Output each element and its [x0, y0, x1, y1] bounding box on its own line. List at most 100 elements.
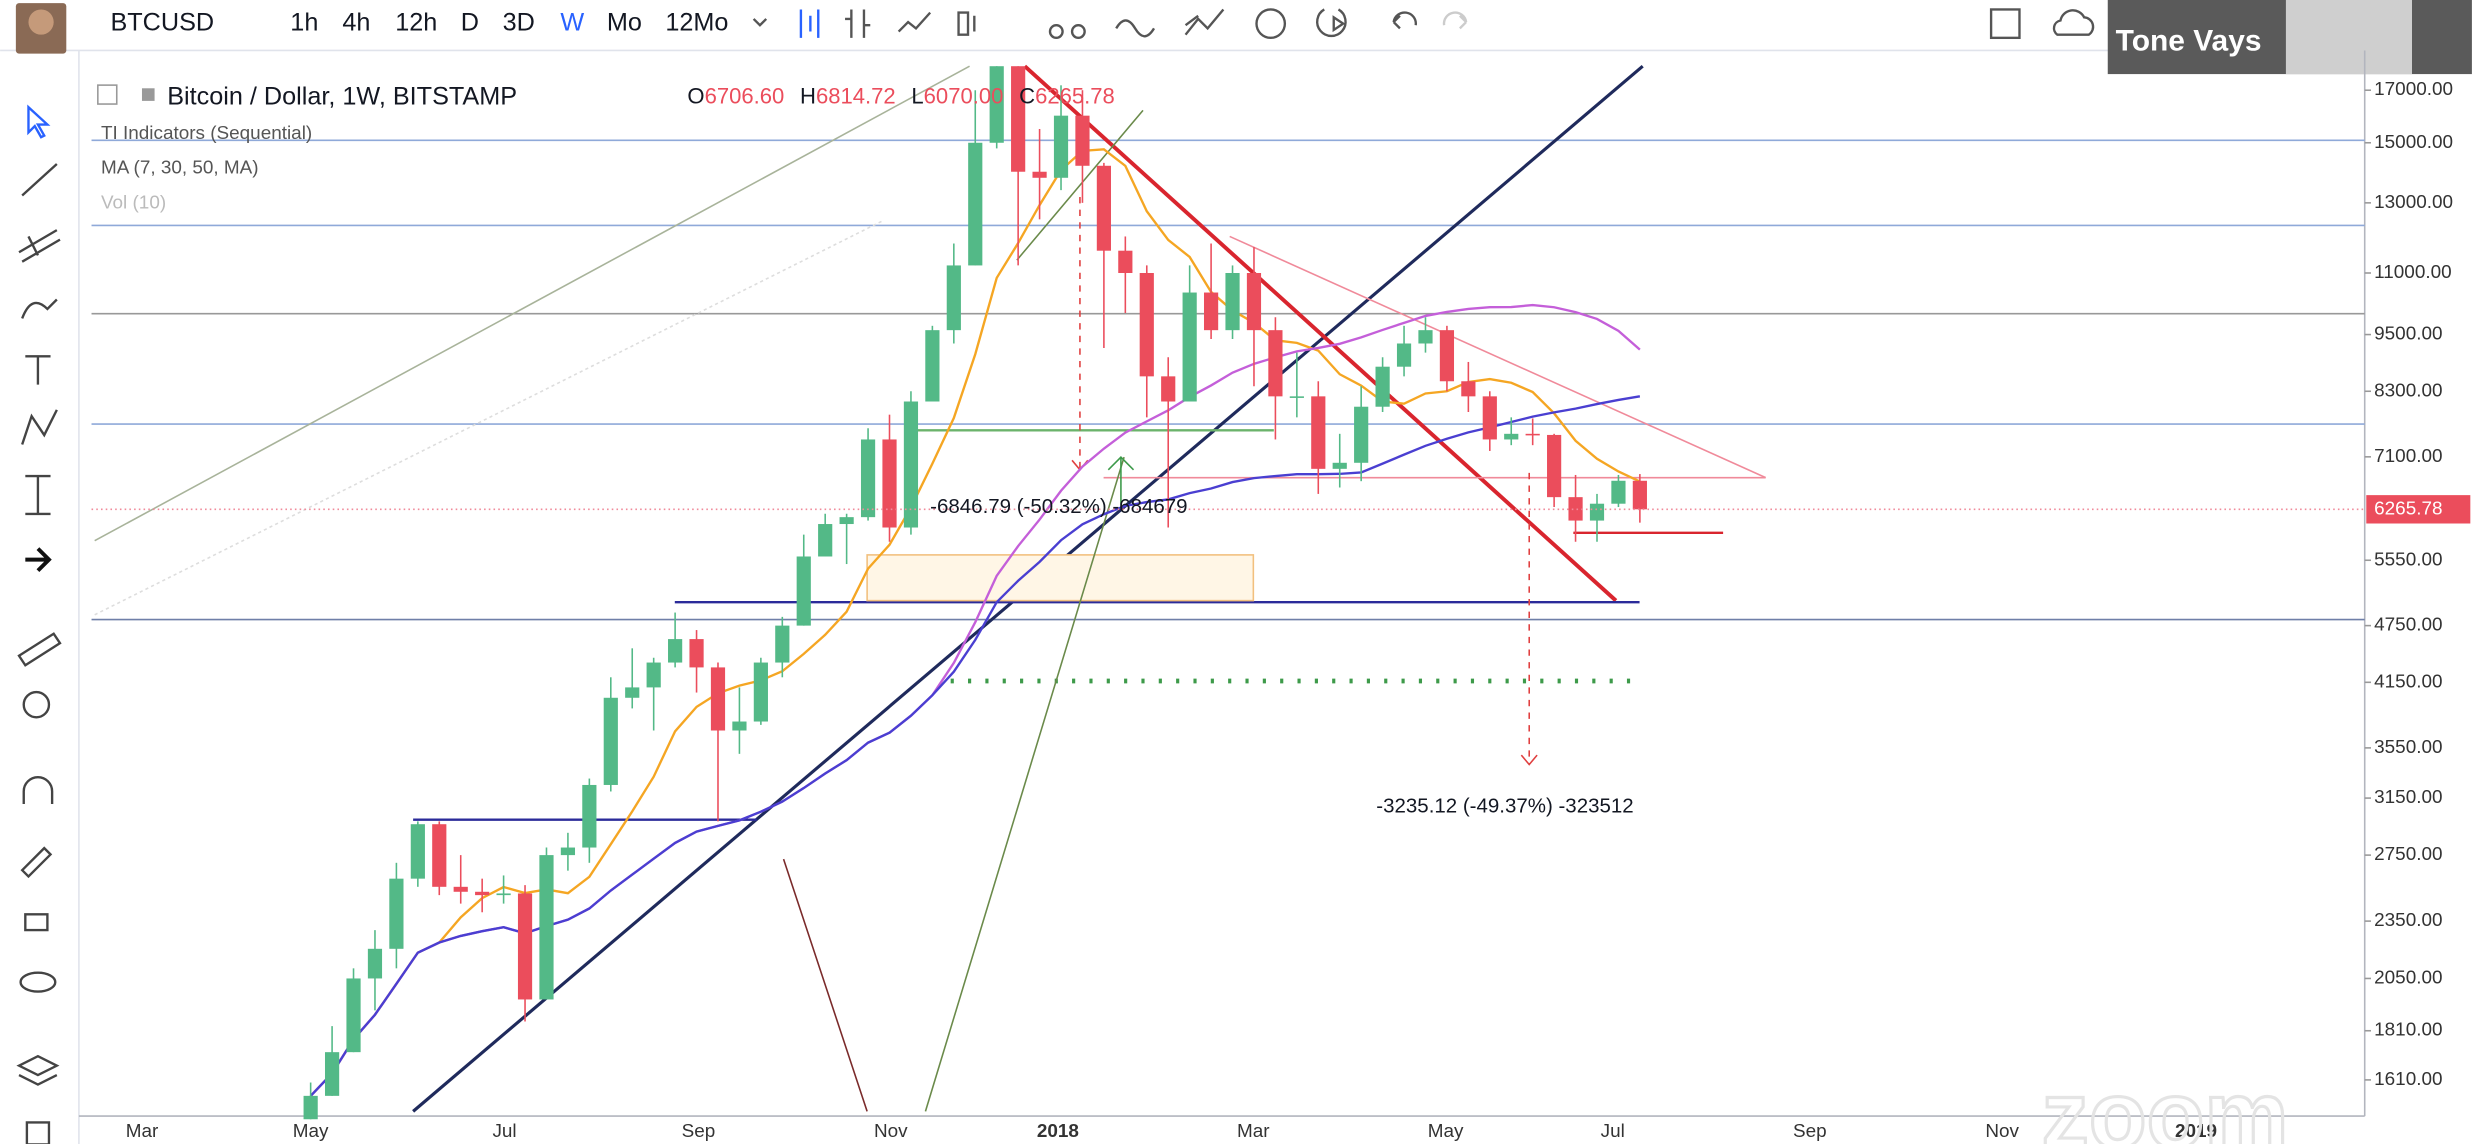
candle-body — [1311, 396, 1326, 469]
y-tick-label: 2350.00 — [2374, 910, 2442, 931]
y-tick-label: 2050.00 — [2374, 967, 2442, 988]
layout-icon[interactable] — [1989, 8, 2021, 40]
moving-average — [309, 148, 1641, 1097]
interval-button[interactable]: 12h — [395, 8, 437, 36]
x-axis-label: May — [293, 1121, 329, 1142]
candle-body — [560, 847, 576, 856]
pattern-tool[interactable] — [21, 409, 58, 445]
x-axis-label: Mar — [126, 1121, 159, 1142]
indicator-name: Vol (10) — [101, 192, 166, 213]
brush-tool[interactable] — [21, 298, 58, 319]
lock-draw-tool[interactable] — [20, 846, 53, 879]
interval-button[interactable]: 12Mo — [665, 8, 728, 36]
symbol[interactable]: BTCUSD — [110, 8, 214, 36]
redo-icon[interactable] — [1442, 11, 1468, 30]
interval-button[interactable]: W — [560, 8, 584, 36]
compare-icon[interactable] — [957, 11, 976, 36]
pitchfork-tool[interactable] — [18, 229, 61, 263]
undo-icon[interactable] — [1392, 11, 1417, 30]
legend-title: Bitcoin / Dollar, 1W, BITSTAMP — [167, 82, 517, 110]
candle-body — [324, 1052, 340, 1096]
candle-body — [818, 524, 833, 557]
y-tick-label: 8300.00 — [2374, 380, 2442, 401]
y-tick-label: 1610.00 — [2374, 1069, 2442, 1090]
toolbar-icons — [752, 8, 2095, 40]
interval-button[interactable]: 1h — [290, 8, 318, 36]
candle-body — [796, 556, 811, 626]
line-icon[interactable] — [897, 11, 932, 33]
lock-tool[interactable] — [24, 913, 49, 932]
studies-icon[interactable] — [1184, 8, 1225, 36]
y-tick-label: 17000.00 — [2374, 79, 2453, 100]
candle-icon[interactable] — [799, 9, 820, 38]
trend-line — [1023, 64, 1618, 603]
indicator-icon[interactable] — [1048, 24, 1064, 40]
visibility-tool[interactable] — [19, 971, 57, 993]
trend-line — [782, 858, 868, 1112]
magnet-tool[interactable] — [22, 776, 54, 804]
x-axis-label: Sep — [1793, 1121, 1827, 1142]
x-axis-label: Mar — [1237, 1121, 1270, 1142]
cursor-tool[interactable] — [27, 104, 51, 139]
interval-button[interactable]: 3D — [503, 8, 535, 36]
measure-annotation: -3235.12 (-49.37%) -323512 — [1376, 795, 1633, 818]
ruler-tool[interactable] — [17, 632, 62, 667]
candle-body — [346, 978, 361, 1053]
candle-body — [1011, 66, 1026, 172]
trendline-tool[interactable] — [21, 163, 58, 197]
ohlc-key: C — [1019, 84, 1035, 109]
prediction-tool[interactable] — [25, 474, 51, 516]
measure-annotation: -6846.79 (-50.32%) -684679 — [930, 495, 1187, 518]
candle-body — [539, 855, 554, 1000]
indicator-name: MA (7, 30, 50, MA) — [101, 158, 259, 179]
candle-body — [968, 142, 983, 266]
wave-icon[interactable] — [1115, 19, 1156, 38]
interval-button[interactable]: D — [461, 8, 479, 36]
interval-button[interactable]: 4h — [342, 8, 370, 36]
bars-icon[interactable] — [845, 9, 871, 38]
candle-body — [839, 517, 854, 525]
ohlc-value: 6070.00 — [924, 84, 1004, 109]
cloud-icon[interactable] — [2052, 9, 2095, 36]
plot: 17000.00 15000.00 13000.00 11000.00 9500.00 8… — [91, 66, 2471, 1142]
candle-body — [410, 824, 425, 879]
x-axis-label: Nov — [1985, 1121, 2019, 1142]
ohlc-value: 6814.72 — [816, 84, 896, 109]
candle-body — [1182, 292, 1197, 402]
avatar-face — [28, 9, 54, 35]
candle-body — [1096, 165, 1111, 251]
arrow-up — [1107, 456, 1135, 505]
legend-collapse[interactable] — [97, 84, 118, 105]
ohlc-key: L — [911, 84, 923, 109]
text-tool[interactable] — [25, 355, 51, 385]
candle-body — [1611, 480, 1626, 504]
candle-body — [1225, 273, 1240, 331]
candle-body — [753, 662, 768, 722]
trash-tool[interactable] — [25, 1121, 51, 1144]
interval-button[interactable]: Mo — [607, 8, 642, 36]
candle-body — [625, 687, 640, 698]
candle-body — [1632, 480, 1647, 510]
alert-icon[interactable] — [1255, 8, 1287, 40]
candle-body — [689, 639, 704, 668]
candle-body — [582, 784, 597, 848]
y-tick-label: 15000.00 — [2374, 132, 2453, 153]
legend-ohlc: O6706.60 H6814.72 L6070.00 C6265.78 — [687, 84, 1114, 109]
candle-body — [1439, 330, 1455, 382]
arrow-tool[interactable] — [25, 547, 52, 573]
trend-line — [1016, 109, 1144, 261]
x-axis-label: Sep — [682, 1121, 716, 1142]
trend-line — [924, 456, 1125, 1112]
dropdown-icon[interactable] — [752, 18, 768, 27]
candle-body — [1332, 462, 1347, 469]
replay-icon[interactable] — [1316, 8, 1347, 38]
candle-body — [1547, 434, 1562, 498]
trend-line — [1229, 235, 1766, 479]
x-axis-label: Jul — [1601, 1121, 1625, 1142]
candle-body — [1568, 497, 1583, 521]
y-tick-label: 4750.00 — [2374, 615, 2442, 636]
layers-tool[interactable] — [16, 1054, 60, 1086]
candle-body — [367, 948, 383, 979]
zoom-tool[interactable] — [22, 690, 51, 719]
x-axis-label: May — [1428, 1121, 1464, 1142]
